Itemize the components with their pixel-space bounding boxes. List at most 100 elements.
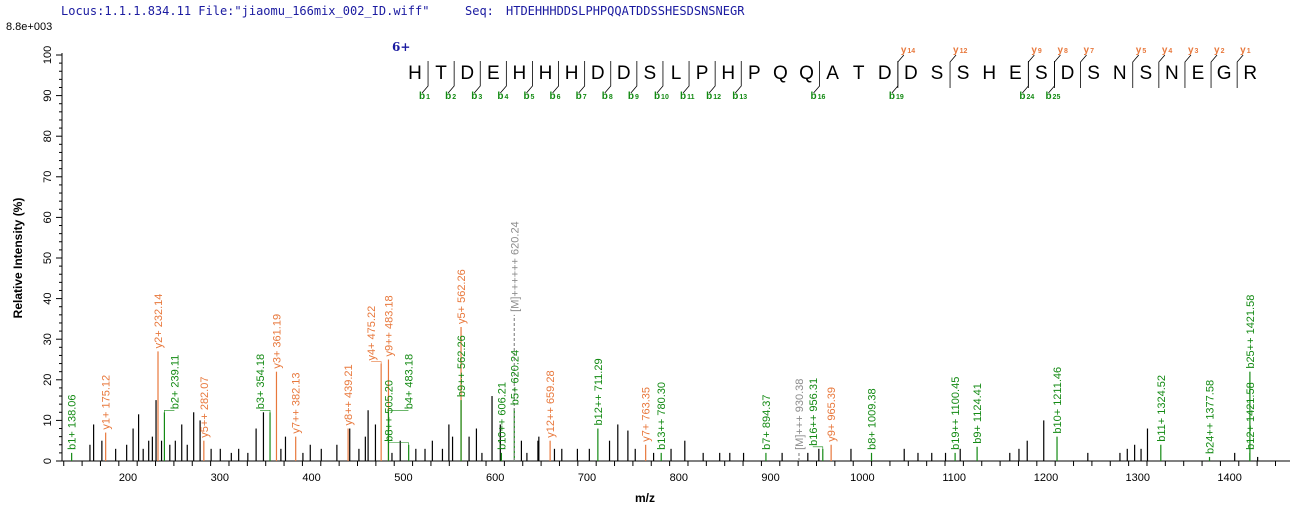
peak-label: y4+ 475.22 bbox=[366, 306, 378, 361]
b-ion-label: b12 bbox=[706, 91, 721, 102]
y-tick-label: 30 bbox=[42, 333, 54, 345]
peak-label: y1+ 175.12 bbox=[101, 375, 113, 430]
x-tick-label: 800 bbox=[670, 472, 688, 484]
b-ion-marker bbox=[421, 61, 429, 94]
sequence-residue: E bbox=[1009, 63, 1022, 84]
sequence-residue: T bbox=[435, 63, 447, 84]
b-ion-marker bbox=[734, 61, 742, 94]
b-ion-marker bbox=[447, 61, 455, 94]
sequence-residue: Q bbox=[773, 63, 788, 84]
peak-label: [M]++++++ 620.24 bbox=[509, 221, 521, 312]
x-tick-label: 1000 bbox=[850, 472, 874, 484]
x-tick-label: 300 bbox=[211, 472, 229, 484]
peak-label: b1+ 138.06 bbox=[67, 395, 79, 450]
b-ion-label: b11 bbox=[680, 91, 695, 102]
peak-label: y7++ 382.13 bbox=[291, 372, 303, 433]
y-ion-marker bbox=[1236, 54, 1244, 88]
sequence-residue: D bbox=[617, 63, 631, 84]
b-ion-marker bbox=[500, 61, 507, 94]
sequence-residue: H bbox=[721, 63, 735, 84]
label-leader bbox=[812, 446, 824, 449]
y-ion-marker bbox=[949, 54, 957, 88]
sequence-residue: P bbox=[696, 63, 709, 84]
peak-label: b10+ 1211.46 bbox=[1052, 367, 1064, 434]
b-ion-label: b3 bbox=[471, 91, 482, 102]
y-tick-label: 40 bbox=[42, 292, 54, 304]
b-ion-label: b13 bbox=[732, 91, 747, 102]
y-ion-label: y4 bbox=[1162, 45, 1173, 56]
b-ion-label: b5 bbox=[523, 91, 534, 102]
b-ion-marker bbox=[1022, 61, 1029, 94]
b-ion-marker bbox=[526, 61, 533, 94]
b-ion-label: b19 bbox=[889, 91, 904, 102]
x-tick-label: 1200 bbox=[1034, 472, 1058, 484]
sequence-residue: T bbox=[853, 63, 865, 84]
y-ion-marker bbox=[1027, 54, 1035, 88]
x-tick-label: 1300 bbox=[1126, 472, 1150, 484]
y-ion-marker bbox=[897, 54, 905, 88]
y-ion-marker bbox=[1080, 54, 1087, 88]
peak-label: y2+ 232.14 bbox=[153, 294, 165, 349]
sequence-residue: L bbox=[671, 63, 682, 84]
sequence-residue: E bbox=[487, 63, 500, 84]
sequence-residue: P bbox=[748, 63, 761, 84]
b-ion-label: b8 bbox=[602, 91, 613, 102]
sequence-residue: H bbox=[539, 63, 553, 84]
peak-label: b25++ 1421.58 bbox=[1245, 295, 1257, 369]
b-ion-label: b7 bbox=[576, 91, 587, 102]
peak-label: b24++ 1377.58 bbox=[1205, 380, 1217, 454]
y-ion-label: y2 bbox=[1214, 45, 1225, 56]
peak-label: y9++ 483.18 bbox=[383, 295, 395, 356]
sequence-residue: D bbox=[1061, 63, 1075, 84]
b-ion-label: b24 bbox=[1019, 91, 1034, 102]
y-tick-label: 90 bbox=[42, 89, 54, 101]
peak-label: b12+ 1421.58 bbox=[1245, 382, 1257, 450]
sequence-residue: H bbox=[513, 63, 527, 84]
x-tick-label: 600 bbox=[486, 472, 504, 484]
y-tick-label: 70 bbox=[42, 171, 54, 183]
peak-label: b8+ 1009.38 bbox=[867, 388, 879, 449]
peak-label: y5++ 282.07 bbox=[199, 377, 211, 438]
b-ion-label: b1 bbox=[419, 91, 430, 102]
y-ion-marker bbox=[1210, 54, 1218, 88]
b-ion-label: b16 bbox=[811, 91, 826, 102]
seq-value: HTDEHHHDDSLPHPQQATDDSSHESDSNSNEGR bbox=[506, 4, 745, 18]
peak-label: b19++ 1100.45 bbox=[950, 377, 962, 450]
b-ion-marker bbox=[473, 61, 481, 94]
sequence-residue: S bbox=[957, 63, 970, 84]
peak-label: b2+ 239.11 bbox=[169, 355, 181, 410]
peak-label: b16++ 956.31 bbox=[808, 378, 820, 446]
x-tick-label: 1100 bbox=[942, 472, 966, 484]
sequence-residue: N bbox=[1165, 63, 1179, 84]
y-ion-marker bbox=[1054, 54, 1061, 88]
sequence-residue: N bbox=[1113, 63, 1127, 84]
y-ion-label: y1 bbox=[1240, 45, 1251, 56]
b-ion-marker bbox=[682, 61, 690, 94]
b-ion-marker bbox=[891, 61, 899, 94]
label-leader bbox=[164, 409, 175, 413]
x-axis-title: m/z bbox=[635, 491, 655, 505]
sequence-residue: H bbox=[982, 63, 996, 84]
peak-label: [M]+++ 930.38 bbox=[794, 379, 806, 450]
x-tick-label: 900 bbox=[761, 472, 779, 484]
peak-label: b3+ 354.18 bbox=[255, 354, 267, 409]
sequence-residue: A bbox=[826, 63, 839, 84]
b-ion-marker bbox=[604, 61, 612, 94]
b-ion-marker bbox=[1048, 61, 1055, 94]
y-ion-marker bbox=[1184, 54, 1192, 88]
y-tick-label: 20 bbox=[42, 374, 54, 386]
sequence-residue: D bbox=[878, 63, 892, 84]
sequence-residue: D bbox=[904, 63, 918, 84]
y-ion-label: y8 bbox=[1057, 45, 1068, 56]
charge-state: 6+ bbox=[392, 40, 410, 54]
sequence-residue: S bbox=[1139, 63, 1152, 84]
y-tick-label: 100 bbox=[42, 46, 54, 64]
y-ion-label: y12 bbox=[953, 45, 967, 56]
x-tick-label: 500 bbox=[394, 472, 412, 484]
b-ion-label: b10 bbox=[654, 91, 669, 102]
peak-label: y3+ 361.19 bbox=[271, 314, 283, 369]
y-ion-label: y9 bbox=[1031, 45, 1042, 56]
sequence-residue: R bbox=[1243, 63, 1257, 84]
x-tick-label: 200 bbox=[119, 472, 137, 484]
x-tick-label: 700 bbox=[578, 472, 596, 484]
